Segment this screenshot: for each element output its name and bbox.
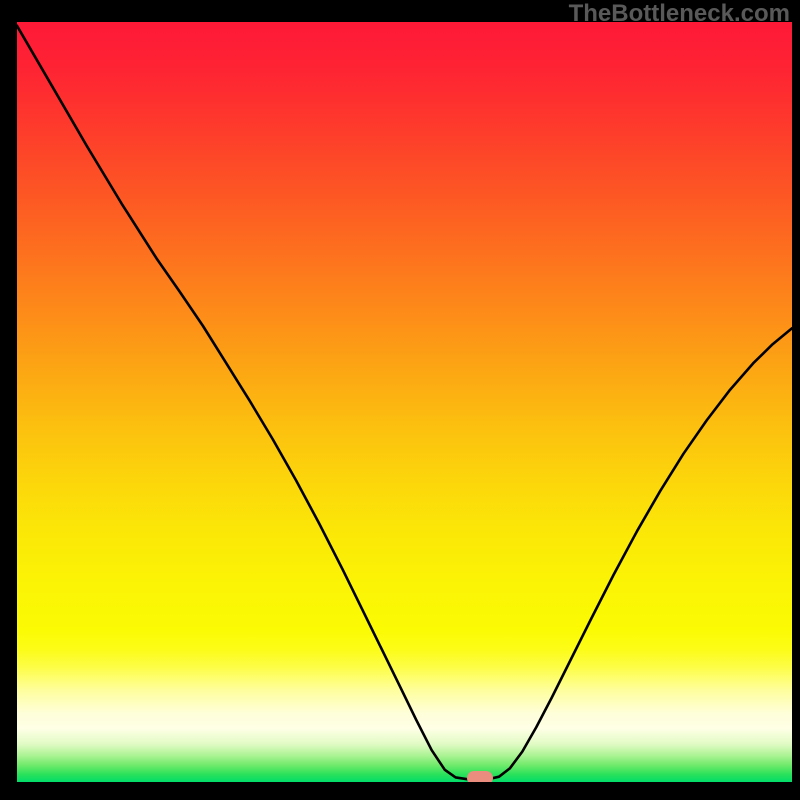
frame-bottom [0,782,800,800]
chart-stage: TheBottleneck.com [0,0,800,800]
gradient-background [17,22,792,782]
frame-left [0,0,17,800]
frame-right [792,0,800,800]
watermark-text: TheBottleneck.com [569,0,790,28]
